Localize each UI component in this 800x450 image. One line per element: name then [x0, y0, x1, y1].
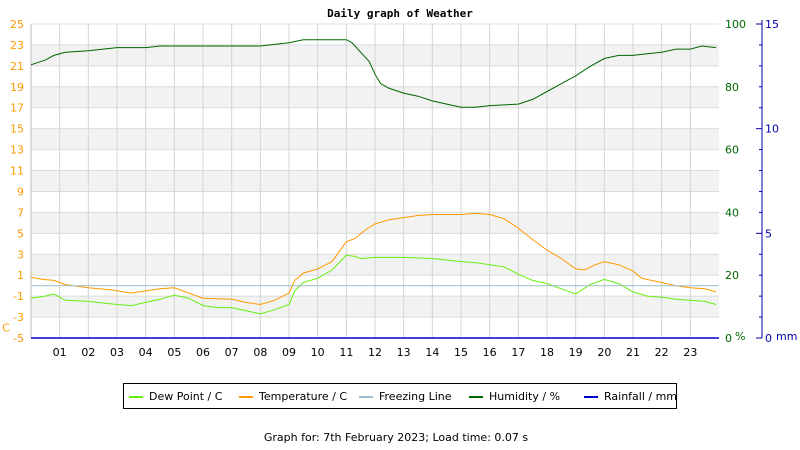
x-tick-label: 14: [425, 346, 439, 359]
y-tick-label-humidity: 20: [725, 269, 739, 282]
x-tick-label: 05: [167, 346, 181, 359]
footer-text: Graph for: 7th February 2023; Load time:…: [263, 431, 529, 444]
y-tick-label-temp: 1: [17, 269, 24, 282]
legend: Dew Point / C Temperature / C Freezing Lin…: [123, 383, 677, 409]
legend-item: Temperature / C: [239, 390, 347, 403]
x-tick-label: 16: [483, 346, 497, 359]
y-axis-unit-humidity: %: [735, 330, 745, 343]
legend-item: Dew Point / C: [129, 390, 222, 403]
y-axis-unit-temp: C: [2, 322, 10, 335]
x-tick-label: 03: [110, 346, 124, 359]
legend-swatch: [129, 396, 143, 398]
series-line-temperature: [30, 212, 717, 306]
y-tick-label-rain: 5: [765, 227, 772, 240]
y-tick-label-temp: -1: [13, 290, 24, 303]
x-tick-label: 17: [511, 346, 525, 359]
legend-item: Freezing Line: [359, 390, 452, 403]
y-tick-label-temp: -3: [13, 311, 24, 324]
x-tick-label: 01: [53, 346, 67, 359]
series-line-dew-point: [30, 254, 717, 315]
x-tick-label: 19: [569, 346, 583, 359]
legend-swatch: [359, 396, 373, 398]
chart-title: Daily graph of Weather: [327, 7, 473, 20]
x-tick-label: 07: [225, 346, 239, 359]
y-tick-label-humidity: 0: [725, 332, 732, 345]
x-tick-label: 10: [311, 346, 325, 359]
x-tick-label: 12: [368, 346, 382, 359]
x-tick-label: 13: [397, 346, 411, 359]
legend-label: Humidity / %: [489, 390, 561, 403]
x-tick-label: 21: [626, 346, 640, 359]
legend-swatch: [584, 396, 598, 398]
y-tick-label-humidity: 100: [725, 18, 746, 31]
y-tick-label-temp: 17: [10, 102, 24, 115]
y-tick-label-rain: 10: [765, 123, 779, 136]
x-tick-label: 23: [683, 346, 697, 359]
y-tick-label-temp: 9: [17, 185, 24, 198]
y-tick-label-rain: 0: [765, 332, 772, 345]
legend-item: Rainfall / mm: [584, 390, 677, 403]
y-tick-label-temp: 5: [17, 227, 24, 240]
legend-swatch: [469, 396, 483, 398]
y-tick-label-humidity: 40: [725, 206, 739, 219]
y-tick-label-temp: 19: [10, 81, 24, 94]
x-tick-label: 02: [81, 346, 95, 359]
x-tick-label: 18: [540, 346, 554, 359]
chart-svg: Daily graph of Weather -5-3-113579111315…: [2, 7, 797, 359]
y-tick-label-humidity: 80: [725, 81, 739, 94]
legend-swatch: [239, 396, 253, 398]
y-tick-label-temp: 13: [10, 144, 24, 157]
x-tick-label: 20: [597, 346, 611, 359]
x-tick-label: 15: [454, 346, 468, 359]
legend-label: Rainfall / mm: [604, 390, 678, 403]
y-tick-label-temp: 21: [10, 60, 24, 73]
y-tick-label-temp: 11: [10, 165, 24, 178]
y-tick-label-humidity: 60: [725, 144, 739, 157]
y-tick-label-temp: 3: [17, 248, 24, 261]
y-tick-label-rain: 15: [765, 18, 779, 31]
x-tick-label: 09: [282, 346, 296, 359]
x-tick-label: 11: [339, 346, 353, 359]
x-tick-label: 22: [655, 346, 669, 359]
x-tick-label: 06: [196, 346, 210, 359]
y-tick-label-temp: 15: [10, 123, 24, 136]
legend-label: Temperature / C: [259, 390, 348, 403]
y-tick-label-temp: 25: [10, 18, 24, 31]
y-tick-label-temp: 7: [17, 206, 24, 219]
y-tick-label-temp: 23: [10, 39, 24, 52]
x-tick-label: 04: [139, 346, 153, 359]
y-axis-unit-rain: mm: [776, 330, 797, 343]
x-tick-label: 08: [253, 346, 267, 359]
legend-item: Humidity / %: [469, 390, 560, 403]
series-line-humidity: [30, 39, 717, 108]
legend-label: Dew Point / C: [149, 390, 223, 403]
y-tick-label-temp: -5: [13, 332, 24, 345]
legend-label: Freezing Line: [379, 390, 452, 403]
